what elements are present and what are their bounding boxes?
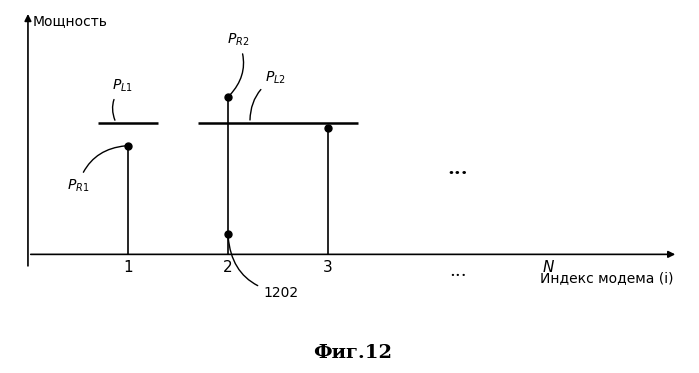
Text: 1: 1 [123, 260, 133, 275]
Text: $P_{L2}$: $P_{L2}$ [250, 69, 287, 120]
Text: ...: ... [447, 160, 468, 178]
Text: 1202: 1202 [228, 237, 298, 300]
Text: Мощность: Мощность [33, 14, 108, 28]
Text: $P_{R2}$: $P_{R2}$ [226, 32, 249, 95]
Text: $P_{L1}$: $P_{L1}$ [113, 78, 134, 120]
Text: Фиг.12: Фиг.12 [313, 344, 393, 362]
Text: Индекс модема (i): Индекс модема (i) [540, 272, 673, 285]
Text: N: N [542, 260, 554, 275]
Text: $P_{R1}$: $P_{R1}$ [67, 146, 125, 194]
Text: 2: 2 [223, 260, 233, 275]
Text: ...: ... [449, 261, 467, 279]
Text: 3: 3 [323, 260, 333, 275]
